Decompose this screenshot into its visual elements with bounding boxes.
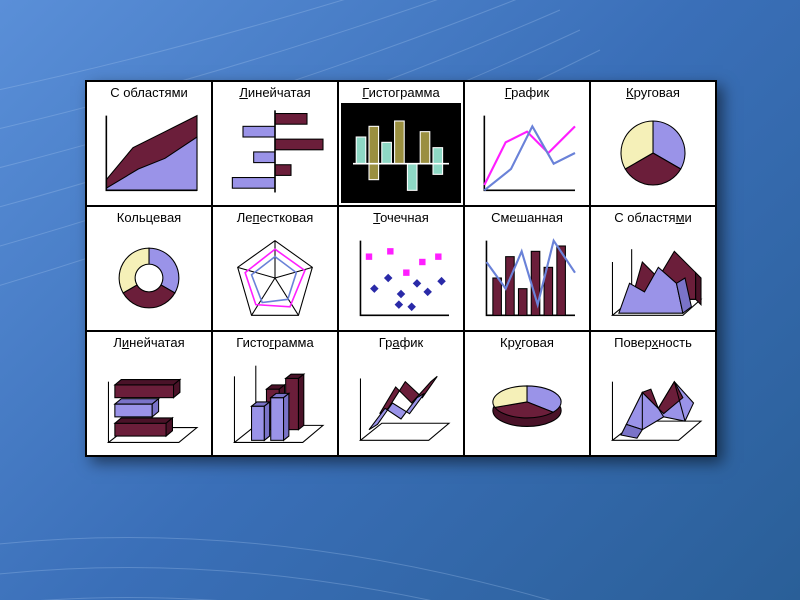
chart-type-label: Гистограмма bbox=[362, 85, 439, 103]
chart-thumbnail bbox=[341, 228, 461, 328]
chart-type-surface[interactable]: Поверхность bbox=[590, 331, 716, 456]
chart-thumbnail bbox=[593, 103, 713, 203]
chart-type-pie3d[interactable]: Круговая bbox=[464, 331, 590, 456]
hbar-icon bbox=[217, 105, 333, 201]
chart-thumbnail bbox=[89, 228, 209, 328]
chart-thumbnail bbox=[89, 103, 209, 203]
area-icon bbox=[91, 105, 207, 201]
chart-thumbnail bbox=[593, 353, 713, 453]
chart-type-label: Смешанная bbox=[491, 210, 563, 228]
chart-type-label: График bbox=[505, 85, 549, 103]
line-icon bbox=[469, 105, 585, 201]
area3d-icon bbox=[595, 230, 711, 326]
chart-type-histogram[interactable]: Гистограмма bbox=[338, 81, 464, 206]
chart-type-hbar3d[interactable]: Линейчатая bbox=[86, 331, 212, 456]
combo-icon bbox=[469, 230, 585, 326]
chart-type-area[interactable]: С областями bbox=[86, 81, 212, 206]
chart-thumbnail bbox=[467, 228, 587, 328]
chart-thumbnail bbox=[467, 103, 587, 203]
chart-type-label: Круговая bbox=[626, 85, 680, 103]
chart-type-label: Линейчатая bbox=[239, 85, 310, 103]
chart-thumbnail bbox=[89, 353, 209, 453]
chart-thumbnail bbox=[215, 103, 335, 203]
chart-thumbnail bbox=[215, 228, 335, 328]
pie-icon bbox=[595, 105, 711, 201]
chart-thumbnail bbox=[593, 228, 713, 328]
chart-type-area3d[interactable]: С областями bbox=[590, 206, 716, 331]
chart-thumbnail bbox=[467, 353, 587, 453]
chart-type-doughnut[interactable]: Кольцевая bbox=[86, 206, 212, 331]
chart-type-label: График bbox=[379, 335, 423, 353]
doughnut-icon bbox=[91, 230, 207, 326]
chart-type-pie[interactable]: Круговая bbox=[590, 81, 716, 206]
radar-icon bbox=[217, 230, 333, 326]
chart-type-label: Точечная bbox=[373, 210, 429, 228]
chart-type-label: С областями bbox=[110, 85, 188, 103]
histogram-icon bbox=[343, 105, 459, 201]
chart-type-gallery: С областями Линейчатая Гистограмма График Кр… bbox=[85, 80, 717, 457]
chart-type-scatter[interactable]: Точечная bbox=[338, 206, 464, 331]
chart-type-label: Линейчатая bbox=[113, 335, 184, 353]
surface-icon bbox=[595, 355, 711, 451]
chart-thumbnail bbox=[341, 103, 461, 203]
chart-type-line3d[interactable]: График bbox=[338, 331, 464, 456]
chart-type-label: Круговая bbox=[500, 335, 554, 353]
scatter-icon bbox=[343, 230, 459, 326]
line3d-icon bbox=[343, 355, 459, 451]
chart-type-label: Гистограмма bbox=[236, 335, 313, 353]
chart-type-label: Поверхность bbox=[614, 335, 692, 353]
chart-type-line[interactable]: График bbox=[464, 81, 590, 206]
chart-thumbnail bbox=[215, 353, 335, 453]
chart-thumbnail bbox=[341, 353, 461, 453]
chart-type-radar[interactable]: Лепестковая bbox=[212, 206, 338, 331]
column3d-icon bbox=[217, 355, 333, 451]
chart-type-column3d[interactable]: Гистограмма bbox=[212, 331, 338, 456]
chart-type-label: Лепестковая bbox=[237, 210, 314, 228]
chart-type-hbar[interactable]: Линейчатая bbox=[212, 81, 338, 206]
hbar3d-icon bbox=[91, 355, 207, 451]
pie3d-icon bbox=[469, 355, 585, 451]
chart-type-combo[interactable]: Смешанная bbox=[464, 206, 590, 331]
chart-type-label: Кольцевая bbox=[117, 210, 181, 228]
chart-type-label: С областями bbox=[614, 210, 692, 228]
